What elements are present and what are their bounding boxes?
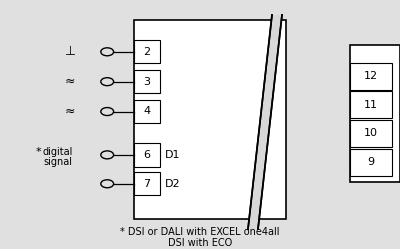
Text: DSI with ECO: DSI with ECO	[168, 238, 232, 248]
Text: 11: 11	[364, 100, 378, 110]
Text: 2: 2	[144, 47, 150, 57]
Text: 4: 4	[144, 106, 150, 117]
Text: 10: 10	[364, 128, 378, 138]
Bar	[134, 143, 160, 167]
Bar	[350, 45, 400, 182]
Bar	[134, 20, 286, 219]
Text: 3: 3	[144, 76, 150, 87]
Text: ≈: ≈	[65, 75, 75, 88]
Bar	[350, 149, 392, 176]
Bar	[134, 70, 160, 93]
Polygon shape	[248, 15, 282, 229]
Bar	[350, 63, 392, 90]
Bar	[134, 172, 160, 195]
Text: digital: digital	[43, 147, 73, 157]
Text: 7: 7	[144, 179, 150, 189]
Text: * DSI or DALI with EXCEL one4all: * DSI or DALI with EXCEL one4all	[120, 227, 280, 237]
Text: D2: D2	[165, 179, 181, 189]
Bar	[134, 100, 160, 123]
Bar	[350, 91, 392, 118]
Text: *: *	[36, 147, 42, 157]
Text: 6: 6	[144, 150, 150, 160]
Text: 9: 9	[368, 157, 374, 167]
Bar	[134, 40, 160, 63]
Text: signal: signal	[44, 157, 72, 167]
Text: ≈: ≈	[65, 105, 75, 118]
Bar	[350, 120, 392, 147]
Text: 12: 12	[364, 71, 378, 81]
Text: D1: D1	[165, 150, 181, 160]
Text: ⊥: ⊥	[64, 45, 76, 58]
